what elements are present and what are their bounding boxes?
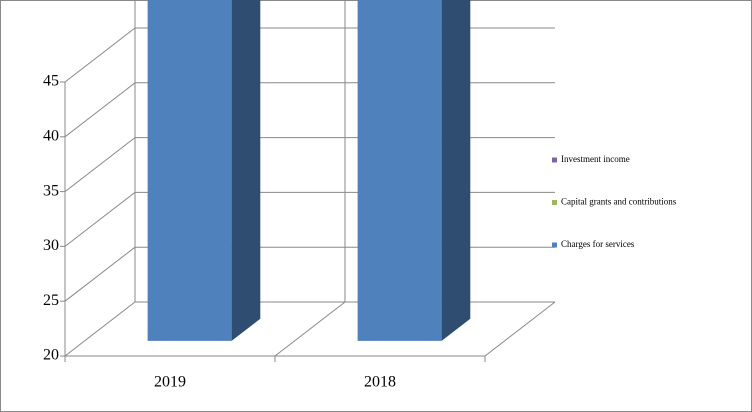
legend-label: Capital grants and contributions [561, 197, 677, 207]
x-tick-label: 2018 [364, 374, 396, 391]
grid-line [64, 137, 136, 192]
y-tick-label: 35 [43, 182, 59, 199]
y-tick-label: 20 [43, 347, 59, 364]
x-tick-label: 2019 [154, 374, 186, 391]
y-tick-label: 45 [43, 73, 59, 90]
grid-line [64, 246, 136, 302]
grid-line [64, 192, 136, 247]
floor-right [484, 301, 556, 357]
floor-divider [274, 301, 346, 357]
grid-line [64, 82, 136, 138]
grid-line [64, 27, 136, 83]
y-tick-label: 40 [43, 127, 59, 144]
y-tick-label: 25 [43, 292, 59, 309]
bar-side [231, 0, 261, 341]
legend-label: Investment income [561, 154, 630, 164]
bar [147, 0, 232, 341]
legend-label: Charges for services [561, 239, 635, 249]
grid-line [64, 301, 136, 357]
bar-side [441, 0, 471, 341]
bar [357, 0, 442, 341]
legend-marker [552, 200, 557, 205]
legend-marker [552, 242, 557, 248]
y-tick-label: 30 [43, 237, 59, 254]
legend-marker [552, 157, 557, 163]
